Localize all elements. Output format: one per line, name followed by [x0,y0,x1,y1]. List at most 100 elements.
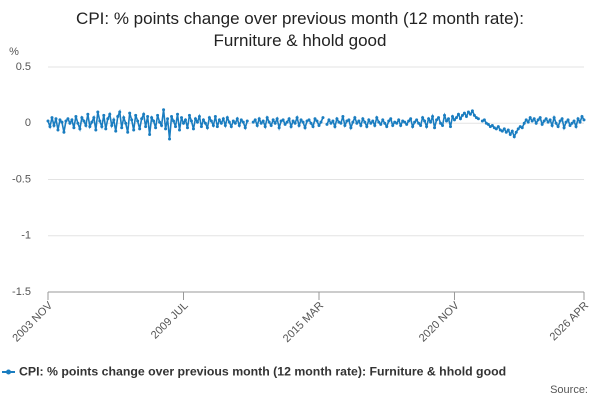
point [277,126,281,130]
point [203,121,207,125]
point [142,112,146,116]
y-axis-label: % [9,46,19,58]
point [281,118,285,122]
point [72,126,76,130]
point [303,126,307,130]
point [185,126,189,130]
point [353,116,357,120]
point [178,128,182,132]
x-tick-label: 2015 MAR [281,300,326,345]
point [166,117,170,121]
point [243,126,247,130]
source: Source: [550,384,588,396]
point [239,118,243,122]
point [472,113,476,117]
point [92,116,96,120]
point [120,126,124,130]
point [462,111,466,115]
point [122,116,126,120]
point [183,118,187,122]
point [333,125,337,129]
point [102,113,106,117]
point [311,125,315,129]
point [560,117,564,121]
point [562,126,566,130]
point [405,122,409,126]
point [532,117,536,121]
point [359,124,363,127]
point [417,121,421,125]
point [299,118,303,122]
point [100,125,104,129]
point [158,120,162,124]
point [464,115,468,118]
point [94,128,98,132]
point [554,121,558,125]
chart-title: CPI: % points change over previous month… [76,9,524,50]
point [504,130,508,134]
point [76,121,80,125]
point [217,118,221,122]
point [431,115,435,118]
point [502,127,506,131]
point [144,125,148,129]
point [369,121,373,125]
point [237,124,241,127]
point [456,112,460,116]
point [201,118,205,122]
point [172,119,176,123]
point [355,121,359,125]
point [74,115,78,118]
point [423,119,427,123]
point [339,121,343,125]
point [552,116,556,120]
point [174,125,178,129]
point [510,129,514,133]
point [486,122,490,126]
point [570,121,574,125]
point [291,119,295,123]
point [152,119,156,123]
point [375,116,379,120]
point [381,118,385,122]
point [377,120,381,124]
point [578,120,582,124]
point [162,108,166,112]
point [516,127,520,131]
point [118,110,122,114]
point [317,124,321,127]
series-line [47,109,585,140]
point [241,120,245,124]
point [307,118,311,122]
point [556,125,560,129]
point [454,116,458,120]
point [496,125,500,129]
point [154,126,158,130]
point [419,124,423,127]
point [327,118,331,122]
point [48,125,52,129]
x-tick-label: 2026 APR [548,300,592,344]
point [96,110,100,114]
point [301,120,305,124]
point [128,111,132,115]
point [84,124,88,127]
point [132,128,136,132]
point [289,125,293,129]
point [482,118,486,122]
point [415,118,419,122]
point [199,125,203,129]
point [285,120,289,124]
point [329,121,333,125]
point [542,119,546,123]
y-tick-label: -1.5 [12,286,31,298]
point [351,120,355,124]
point [191,127,195,131]
point [500,129,504,133]
point [361,117,365,121]
point [140,117,144,121]
point [548,118,552,122]
point [126,130,130,134]
